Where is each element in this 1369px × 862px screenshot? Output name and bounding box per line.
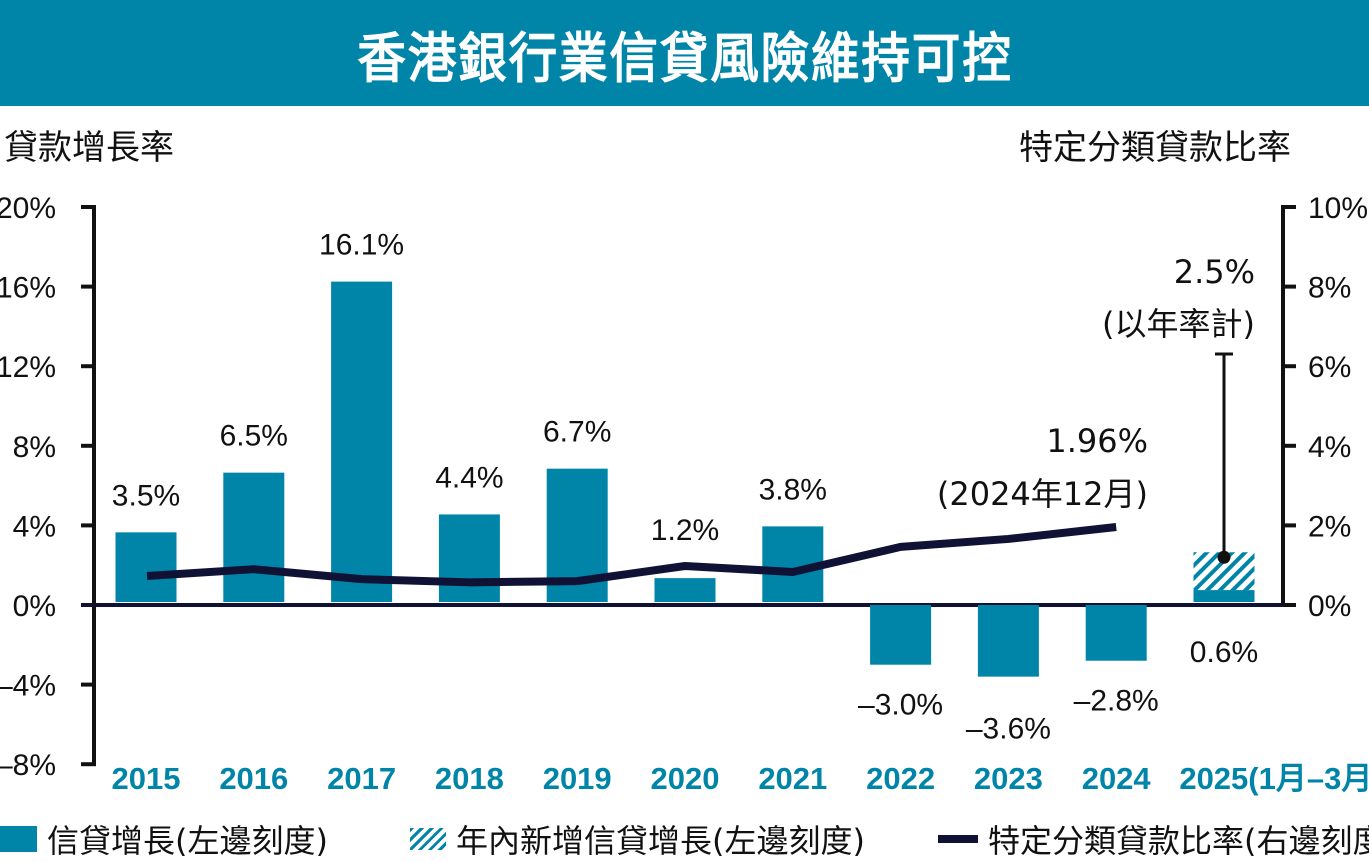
axes-group: 20% 16% 12% 8% 4% 0% –4% –8% 10% 8% 6% 4% 2% 0% (0, 192, 1368, 782)
category-label: 2025(1月–3月) (1179, 761, 1369, 796)
bar-value-label: 3.8% (759, 473, 827, 506)
right-tick-label: 8% (1308, 272, 1351, 305)
bar-value-label: 6.5% (220, 420, 288, 453)
left-tick-label: 16% (0, 272, 56, 305)
category-label: 2016 (219, 761, 288, 796)
bar-credit-growth (655, 578, 716, 602)
right-tick-label: 2% (1308, 510, 1351, 543)
left-tick-label: 8% (13, 431, 56, 464)
category-label: 2017 (327, 761, 396, 796)
legend-item-classified-loan-ratio: 特定分類貸款比率(右邊刻度) (938, 818, 1369, 860)
category-label: 2022 (866, 761, 935, 796)
bar-credit-growth (1086, 605, 1147, 661)
bar-value-label: –2.8% (1074, 685, 1159, 718)
bar-value-label: 3.5% (112, 479, 180, 512)
bar-value-label: 4.4% (435, 461, 503, 494)
category-label: 2018 (435, 761, 504, 796)
bar-credit-growth (870, 605, 931, 665)
legend-label: 年內新增信貸增長(左邊刻度) (456, 816, 865, 862)
legend-swatch-line (938, 835, 978, 843)
category-label: 2023 (974, 761, 1043, 796)
category-label: 2024 (1082, 761, 1152, 796)
legend: 信貸增長(左邊刻度) 年內新增信貸增長(左邊刻度) 特定分類貸款比率(右邊刻度) (0, 818, 1369, 860)
legend-item-new-credit-growth: 年內新增信貸增長(左邊刻度) (410, 818, 865, 860)
bar-value-label: 6.7% (543, 416, 611, 449)
left-tick-label: 4% (13, 510, 56, 543)
line-group (146, 354, 1233, 582)
annotation-note-2025: (以年率計) (1102, 305, 1255, 343)
legend-swatch-hatch (410, 828, 446, 850)
bar-value-label: 16.1% (319, 229, 404, 262)
category-label: 2019 (543, 761, 612, 796)
annotation-value-2025: 2.5% (1174, 253, 1255, 291)
legend-label: 信貸增長(左邊刻度) (47, 816, 328, 862)
annotation-note-2024: (2024年12月) (937, 475, 1148, 513)
left-tick-label: –4% (0, 670, 56, 703)
left-tick-label: 20% (0, 192, 56, 225)
bar-value-label: 0.6% (1190, 636, 1258, 669)
bar-credit-growth (331, 282, 392, 602)
right-tick-label: 10% (1308, 192, 1368, 225)
labels-group: 3.5% 6.5% 16.1% 4.4% 6.7% 1.2% 3.8% –3.0% –3.6%–… (112, 229, 1369, 796)
left-tick-label: 12% (0, 351, 56, 384)
bar-value-label: 1.2% (651, 514, 719, 547)
bar-credit-growth (1194, 590, 1255, 602)
right-tick-label: 4% (1308, 431, 1351, 464)
category-label: 2021 (758, 761, 827, 796)
category-label: 2015 (112, 761, 181, 796)
bar-value-label: –3.0% (858, 689, 943, 722)
category-label: 2020 (651, 761, 720, 796)
bar-value-label: –3.6% (966, 713, 1051, 746)
legend-label: 特定分類貸款比率(右邊刻度) (988, 816, 1369, 862)
legend-item-credit-growth: 信貸增長(左邊刻度) (0, 818, 328, 860)
chart-area: 20% 16% 12% 8% 4% 0% –4% –8% 10% 8% 6% 4% 2% 0% 3.5% 6… (0, 0, 1369, 818)
line-classified-loan-ratio (147, 527, 1116, 582)
bar-credit-growth (978, 605, 1039, 677)
left-tick-label: –8% (0, 749, 56, 782)
left-tick-label: 0% (13, 590, 56, 623)
bar-credit-growth (223, 473, 284, 602)
bar-credit-growth (116, 532, 177, 602)
annotation-dot (1218, 551, 1231, 564)
legend-swatch-solid (0, 826, 37, 852)
right-tick-label: 0% (1308, 590, 1351, 623)
right-tick-label: 6% (1308, 351, 1351, 384)
annotation-value-2024: 1.96% (1046, 422, 1148, 460)
bar-credit-growth (439, 514, 500, 602)
